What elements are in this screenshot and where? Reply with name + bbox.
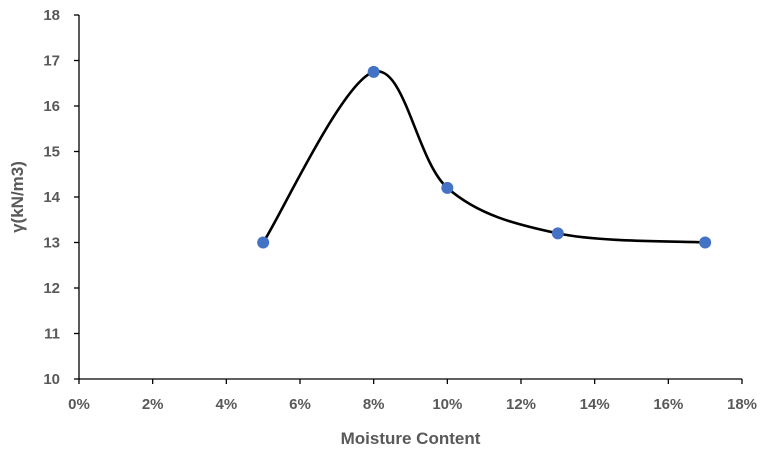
data-point bbox=[367, 65, 380, 78]
y-tick-label: 15 bbox=[43, 144, 60, 161]
x-tick-label: 10% bbox=[432, 396, 462, 413]
y-axis-ticks: 10 11 12 13 14 15 16 17 18 bbox=[43, 7, 79, 388]
x-tick-label: 14% bbox=[580, 396, 610, 413]
y-tick-label: 10 bbox=[43, 371, 60, 388]
x-tick-label: 18% bbox=[727, 396, 757, 413]
x-tick-label: 6% bbox=[289, 396, 311, 413]
x-tick-label: 12% bbox=[506, 396, 536, 413]
y-tick-label: 13 bbox=[43, 235, 60, 252]
series-curve bbox=[262, 70, 706, 244]
y-tick-label: 14 bbox=[43, 189, 60, 206]
x-tick-label: 2% bbox=[142, 396, 164, 413]
x-tick-label: 4% bbox=[215, 396, 237, 413]
x-tick-label: 16% bbox=[653, 396, 683, 413]
y-tick-label: 11 bbox=[44, 326, 60, 343]
x-tick-label: 8% bbox=[363, 396, 385, 413]
data-point bbox=[441, 181, 454, 194]
x-axis-title: Moisture Content bbox=[341, 429, 481, 448]
y-tick-label: 18 bbox=[43, 7, 60, 24]
y-tick-label: 12 bbox=[43, 280, 60, 297]
x-tick-label: 0% bbox=[68, 396, 90, 413]
x-axis-ticks: 0% 2% 4% 6% 8% 10% 12% 14% 16% 18% bbox=[68, 379, 757, 413]
data-point bbox=[699, 236, 712, 249]
y-tick-label: 16 bbox=[43, 98, 60, 115]
y-tick-label: 17 bbox=[43, 53, 60, 70]
data-point bbox=[551, 227, 564, 240]
data-point bbox=[257, 236, 270, 249]
data-points bbox=[257, 65, 712, 249]
y-axis-title: γ(kN/m3) bbox=[8, 161, 27, 233]
axes bbox=[78, 15, 742, 380]
